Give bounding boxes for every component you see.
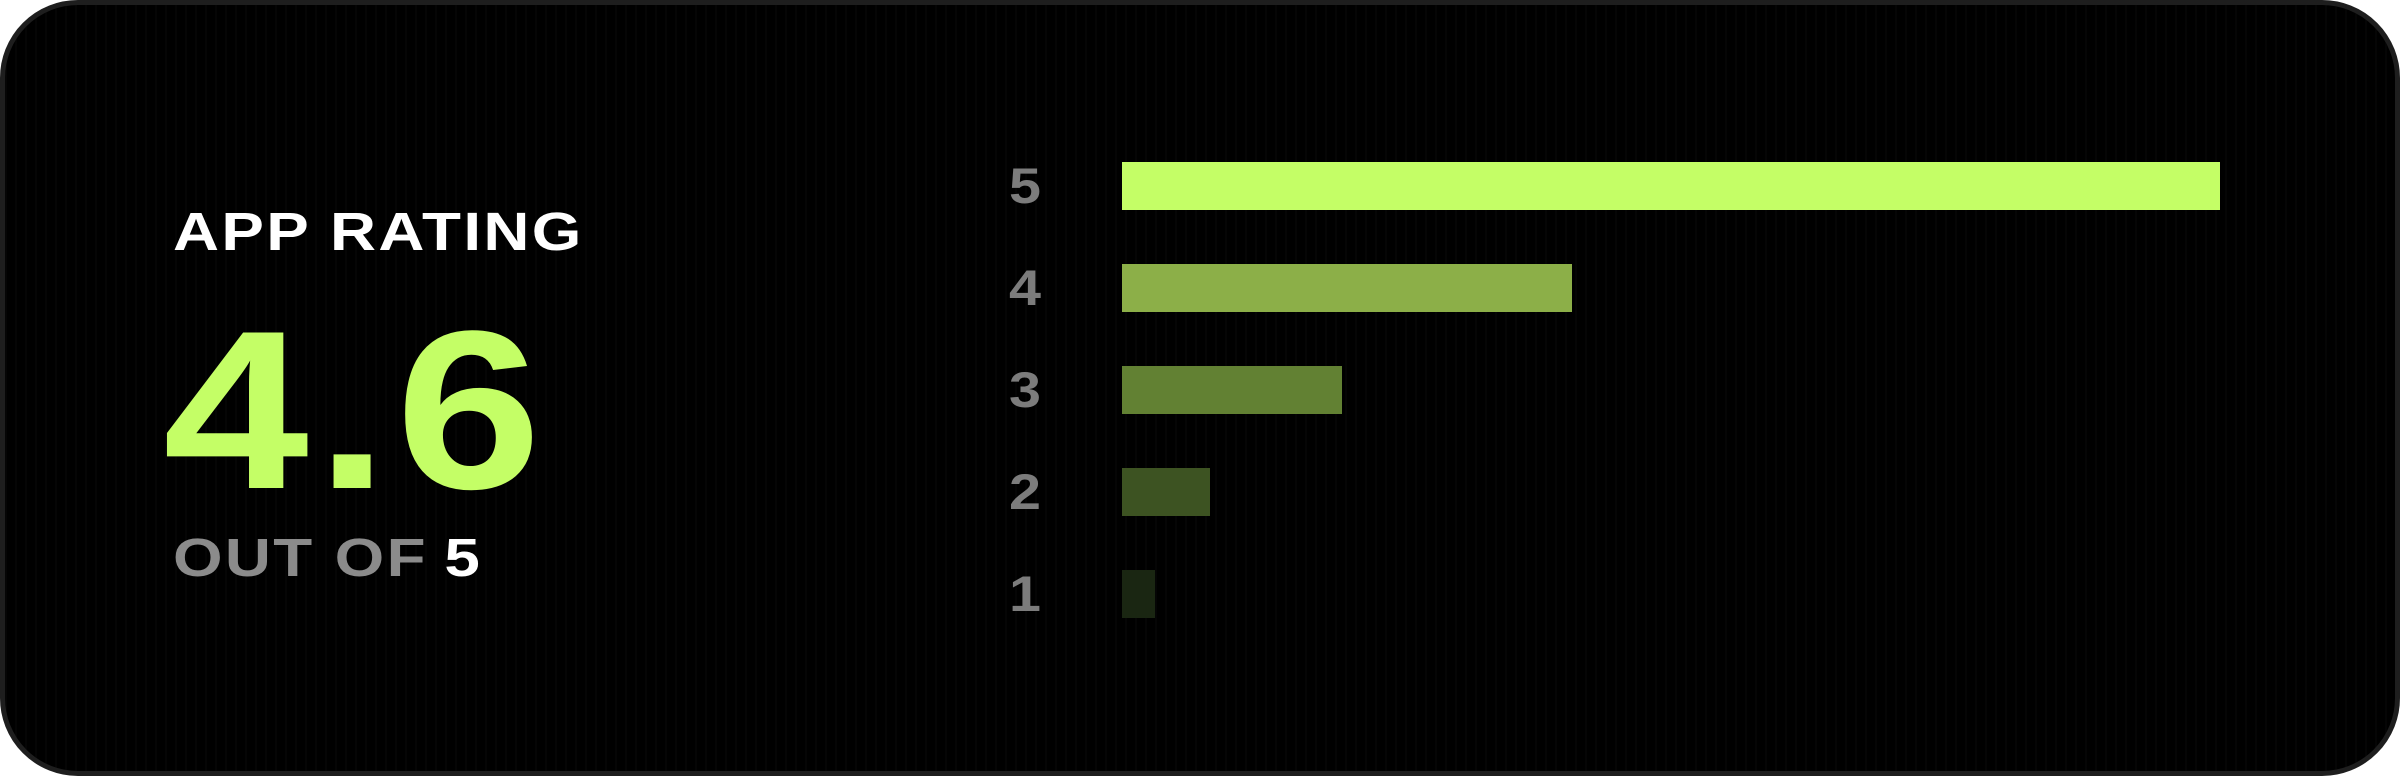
max-score-caption: OUT OF 5 [173, 531, 482, 585]
card-title: APP RATING [173, 202, 584, 262]
max-score-value: 5 [444, 528, 483, 588]
rating-bar-1 [1122, 570, 1155, 618]
rating-bar-2 [1122, 468, 1210, 516]
rating-bar-3 [1122, 366, 1342, 414]
star-label-1: 1 [1009, 566, 1041, 622]
average-score: 4.6 [163, 283, 549, 536]
star-label-4: 4 [1009, 260, 1041, 316]
rating-bar-4 [1122, 264, 1572, 312]
star-label-5: 5 [1009, 158, 1041, 214]
rating-summary: APP RATING 4.6 OUT OF 5 [163, 205, 581, 585]
star-label-3: 3 [1009, 362, 1041, 418]
rating-distribution: 5 4 3 2 1 [5, 5, 2395, 771]
out-of-label: OUT OF [173, 528, 428, 588]
star-label-2: 2 [1009, 464, 1041, 520]
rating-bar-5 [1122, 162, 2220, 210]
